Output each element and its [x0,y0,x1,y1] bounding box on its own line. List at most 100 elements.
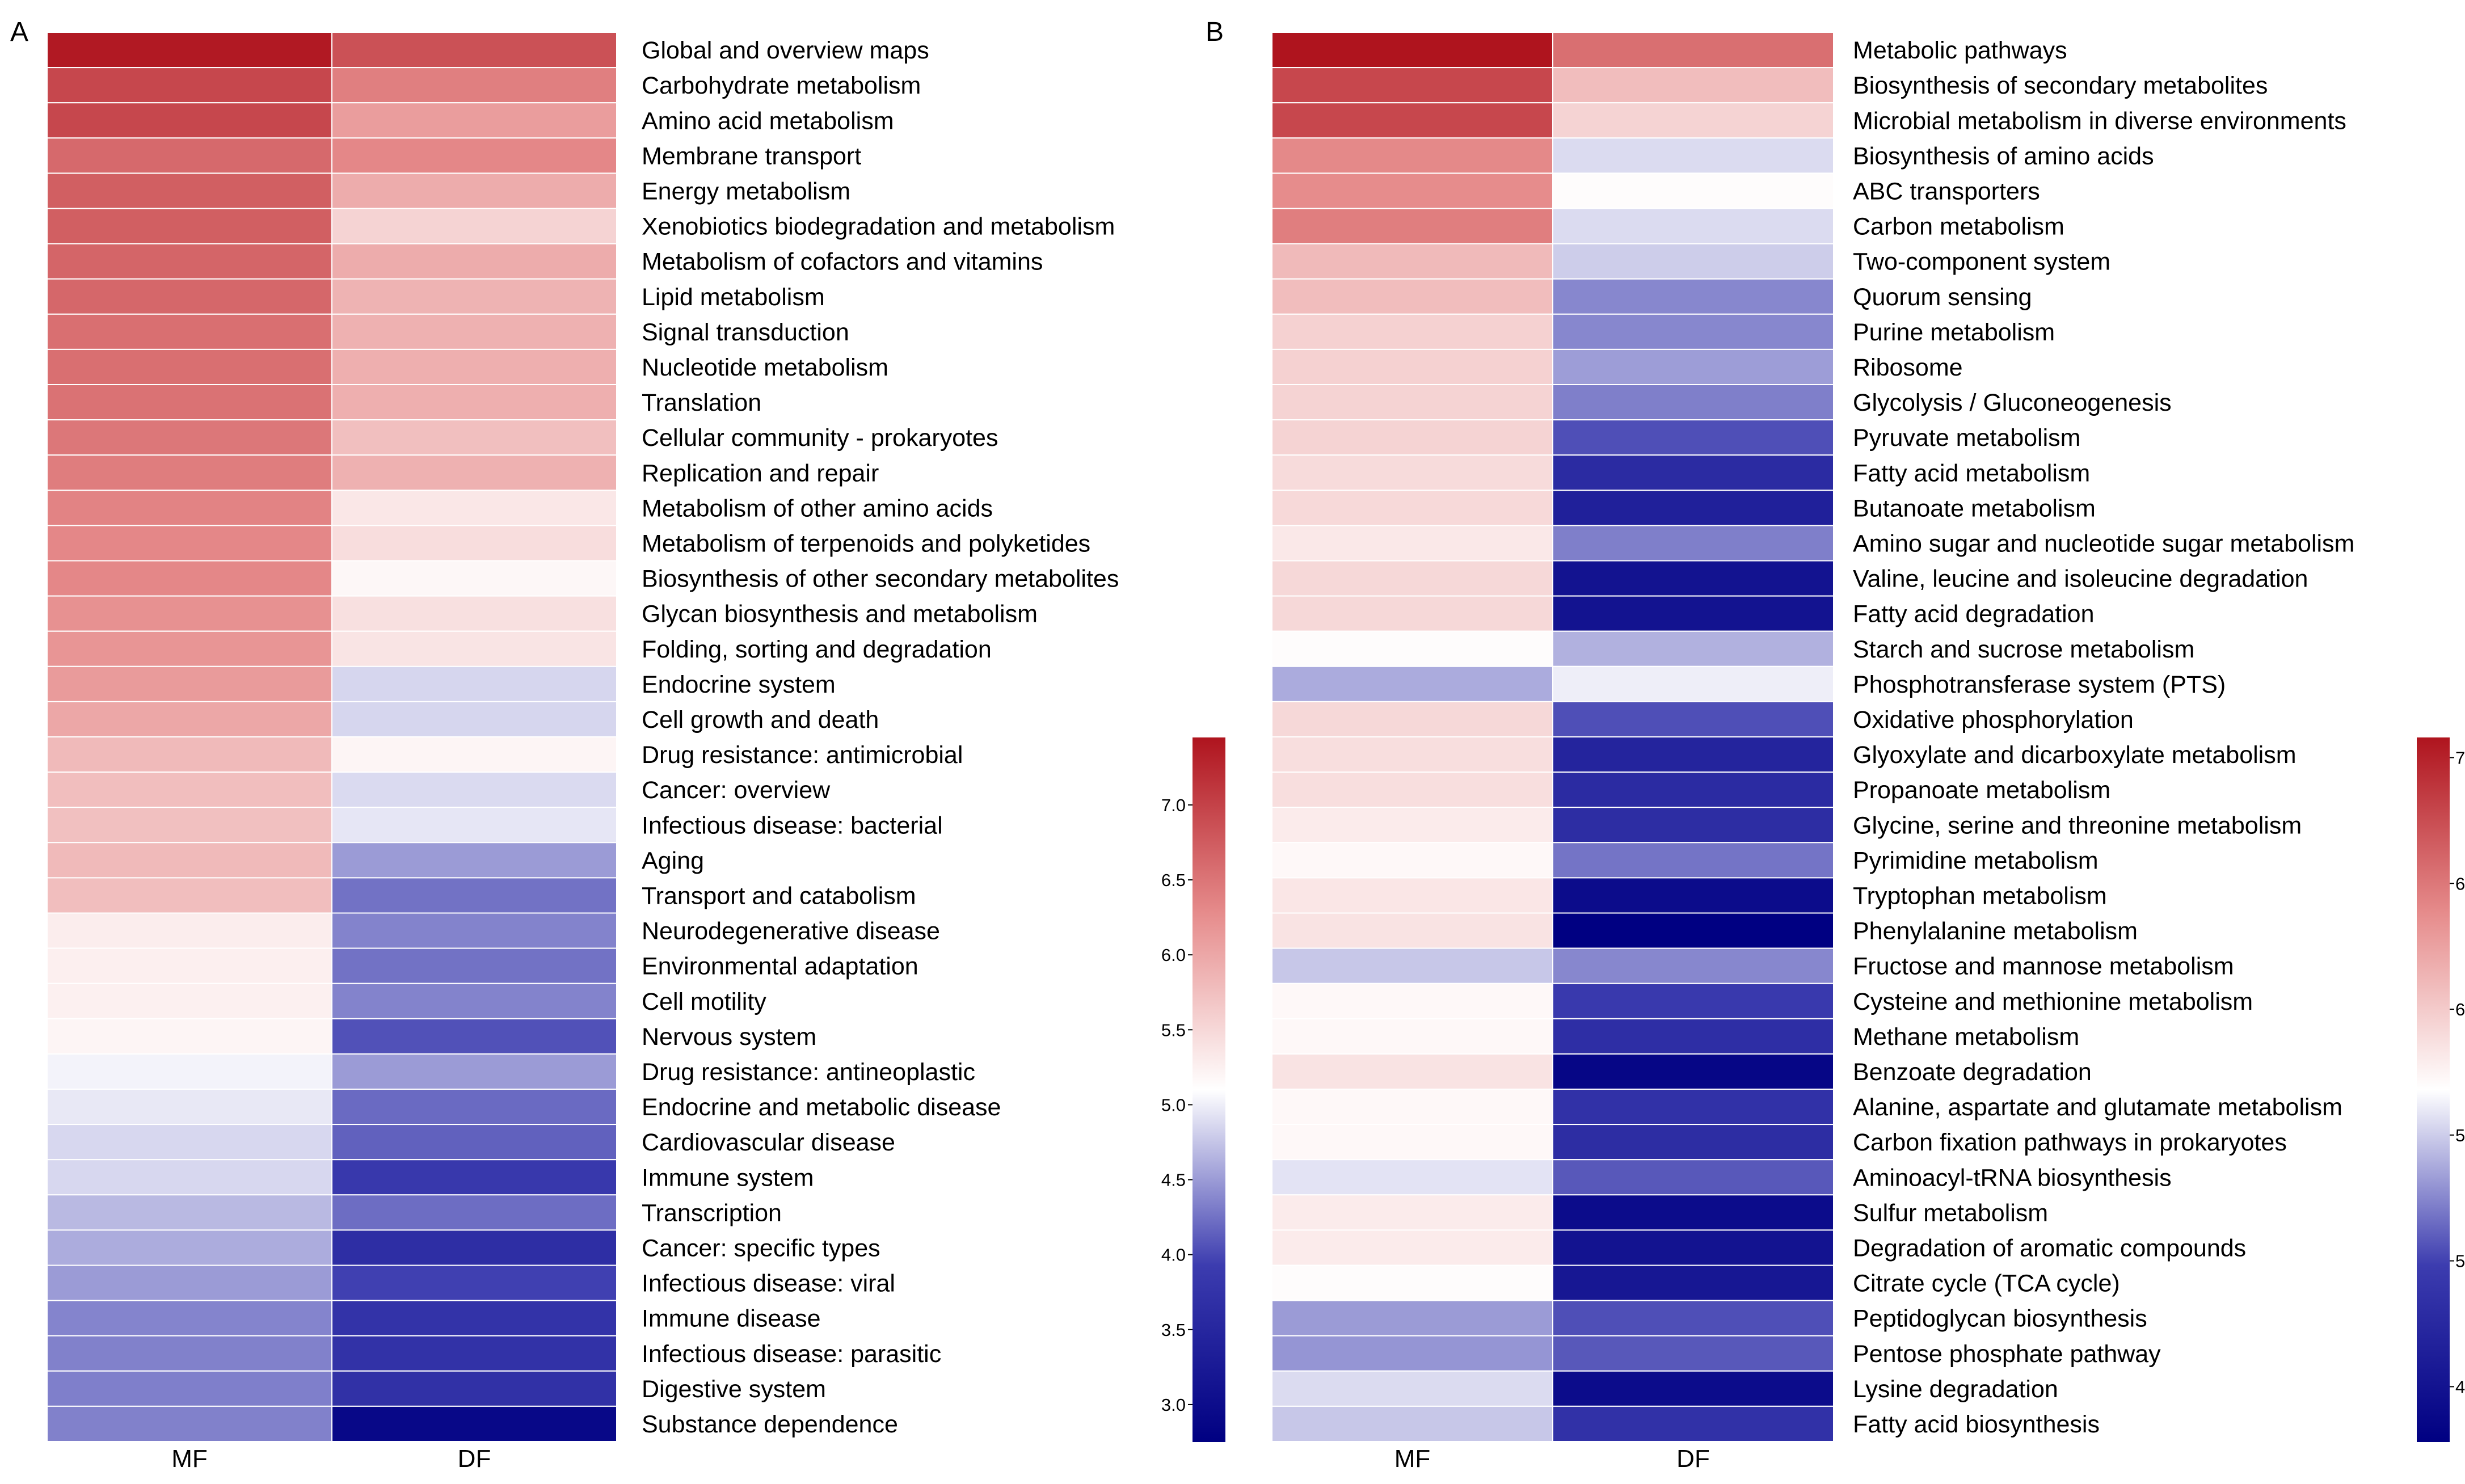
heatmap-cell [331,313,617,350]
row-label: Valine, leucine and isoleucine degradati… [1853,566,2308,593]
heatmap-cell [331,525,617,562]
heatmap-cell [1552,947,1834,984]
row-label: Methane metabolism [1853,1023,2079,1051]
colorbar-tick-label: 3.0 [1161,1395,1186,1415]
row-label: Cancer: specific types [642,1234,880,1262]
column-label: MF [1394,1445,1431,1473]
colorbar-tick-label: 6.5 [1161,870,1186,890]
row-label: Tryptophan metabolism [1853,882,2107,909]
colorbar-tick-label: 4.0 [1161,1245,1186,1265]
row-label: Biosynthesis of amino acids [1853,142,2154,170]
heatmap-cell [331,384,617,421]
heatmap-cell [1271,947,1553,984]
panel-b: B Metabolic pathways Biosynthesis of secon… [1206,17,2465,1473]
row-label: Carbon fixation pathways in prokaryotes [1853,1129,2287,1156]
heatmap-cell [1271,1018,1553,1055]
heatmap-cell [331,1370,617,1407]
row-label: Signal transduction [642,319,849,346]
heatmap-cell [1271,912,1553,949]
row-label: Cancer: overview [642,777,831,804]
heatmap-cell [1552,842,1834,879]
row-label: Environmental adaptation [642,953,918,980]
heatmap-cell [1552,630,1834,667]
heatmap-cell [1271,1124,1553,1161]
heatmap-cell [1552,912,1834,949]
row-label: Amino sugar and nucleotide sugar metabol… [1853,530,2354,557]
heatmap-cell [1552,348,1834,386]
heatmap-cell [1552,1335,1834,1372]
row-label: Membrane transport [642,142,861,170]
heatmap-cell [1271,525,1553,562]
row-label: Endocrine and metabolic disease [642,1094,1001,1121]
heatmap-cell [47,1018,332,1055]
heatmap-cell [331,842,617,879]
heatmap-cell [331,771,617,808]
heatmap-cell [47,807,332,844]
heatmap-cell [331,278,617,315]
row-label: Amino acid metabolism [642,107,894,134]
heatmap-cell [47,595,332,632]
row-label: Lipid metabolism [642,284,825,311]
heatmap-cell [1271,32,1553,69]
row-label: Quorum sensing [1853,284,2032,311]
heatmap-cell [1271,771,1553,808]
heatmap-cell [47,419,332,456]
colorbar [2417,737,2450,1442]
heatmap-cell [47,208,332,244]
row-label: Transport and catabolism [642,882,916,909]
row-label: Benzoate degradation [1853,1059,2092,1086]
heatmap-cell [1271,701,1553,738]
panel-letter: A [10,17,28,47]
colorbar-tick-label: 5.5 [2455,1125,2465,1145]
heatmap-cell [1271,1229,1553,1266]
row-label: Metabolism of terpenoids and polyketides [642,530,1090,557]
row-label: Neurodegenerative disease [642,918,940,945]
heatmap-cell [1552,1159,1834,1196]
heatmap-cell [1271,1370,1553,1407]
heatmap-cell [331,701,617,738]
panel-letter: B [1206,17,1224,47]
heatmap-cell [1271,736,1553,773]
heatmap-cell [1552,490,1834,526]
row-label: Global and overview maps [642,37,929,64]
heatmap-cell [1271,313,1553,350]
heatmap-cell [1271,560,1553,597]
row-label: Aging [642,847,704,874]
heatmap-cell [1552,32,1834,69]
heatmap-cell [1271,1264,1553,1301]
row-label: Carbon metabolism [1853,213,2064,241]
heatmap-cell [1271,1053,1553,1090]
heatmap-cell [47,137,332,174]
heatmap-cell [331,595,617,632]
row-label: Transcription [642,1199,782,1226]
heatmap-cell [47,947,332,984]
heatmap-cell [47,560,332,597]
colorbar-tick-label: 4.5 [1161,1170,1186,1190]
heatmap-cell [331,137,617,174]
colorbar-tick-label: 5.0 [1161,1095,1186,1115]
heatmap-cell [1552,1264,1834,1301]
row-label: Biosynthesis of other secondary metaboli… [642,566,1119,593]
heatmap-cell [331,1194,617,1231]
heatmap-cell [1271,1159,1553,1196]
row-label: Metabolic pathways [1853,37,2067,64]
column-label: DF [458,1445,491,1473]
heatmap-cell [331,102,617,139]
heatmap-cell [1552,595,1834,632]
heatmap-cell [47,912,332,949]
heatmap-cell [331,983,617,1019]
heatmap-cell [1552,1405,1834,1442]
heatmap-cell [47,1370,332,1407]
row-label: Metabolism of other amino acids [642,495,993,522]
heatmap-cell [47,454,332,491]
heatmap-cell [1271,454,1553,491]
row-label: Purine metabolism [1853,319,2055,346]
heatmap-cell [1271,384,1553,421]
row-label: Metabolism of cofactors and vitamins [642,248,1043,276]
heatmap-cell [47,1264,332,1301]
heatmap-cell [331,1229,617,1266]
heatmap-cell [1552,1053,1834,1090]
heatmap-cell [331,1124,617,1161]
heatmap-cell [1271,137,1553,174]
